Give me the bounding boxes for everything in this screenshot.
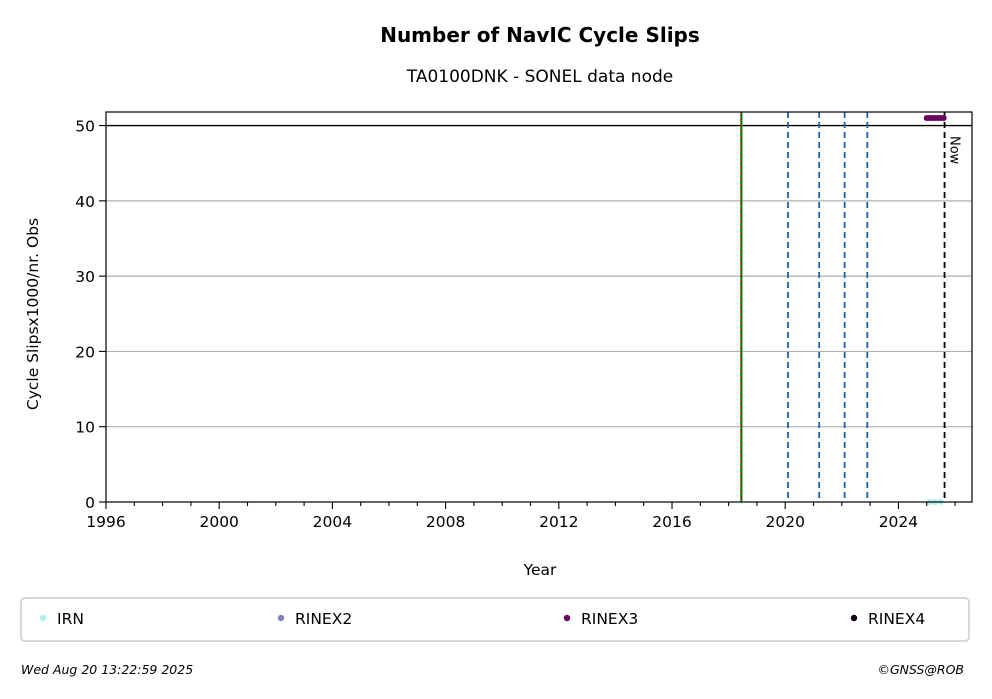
y-tick-label: 0 — [85, 494, 95, 512]
x-axis-label: Year — [523, 561, 557, 579]
x-tick-label: 2008 — [426, 513, 465, 531]
chart-title: Number of NavIC Cycle Slips — [380, 23, 700, 47]
legend-label-rinex2: RINEX2 — [295, 610, 352, 628]
legend-marker-irn — [39, 614, 47, 622]
event-lines: Now — [740, 112, 962, 502]
x-tick-label: 2000 — [199, 513, 238, 531]
x-tick-label: 2004 — [313, 513, 352, 531]
footer-timestamp: Wed Aug 20 13:22:59 2025 — [21, 662, 193, 677]
data-points — [923, 115, 947, 505]
x-tick-label: 2024 — [879, 513, 918, 531]
now-label: Now — [947, 136, 962, 165]
x-tick-label: 2020 — [765, 513, 804, 531]
grid-layer — [106, 124, 972, 428]
x-tick-label: 1996 — [86, 513, 125, 531]
legend-marker-rinex2 — [277, 614, 285, 622]
x-axis: 1996 2000 2004 2008 2012 2016 2020 2024 — [86, 502, 956, 531]
legend-marker-rinex4 — [850, 614, 858, 622]
y-tick-label: 50 — [75, 118, 95, 136]
x-tick-label: 2012 — [539, 513, 578, 531]
y-axis: 0 10 20 30 40 50 — [75, 118, 106, 512]
legend-label-rinex4: RINEX4 — [868, 610, 925, 628]
legend-label-irn: IRN — [57, 610, 84, 628]
y-tick-label: 40 — [75, 193, 95, 211]
legend-frame — [20, 597, 970, 642]
x-tick-label: 2016 — [652, 513, 691, 531]
chart-subtitle: TA0100DNK - SONEL data node — [406, 67, 673, 87]
legend-marker-rinex3 — [563, 614, 571, 622]
y-axis-label: Cycle Slipsx1000/nr. Obs — [24, 218, 42, 410]
legend: IRN RINEX2 RINEX3 RINEX4 — [20, 597, 970, 642]
legend-label-rinex3: RINEX3 — [581, 610, 638, 628]
data-point-rinex3 — [940, 115, 947, 122]
plot-frame — [105, 111, 973, 503]
y-tick-label: 30 — [75, 268, 95, 286]
y-tick-label: 10 — [75, 419, 95, 437]
y-tick-label: 20 — [75, 343, 95, 361]
footer-credit: ©GNSS@ROB — [877, 662, 964, 677]
